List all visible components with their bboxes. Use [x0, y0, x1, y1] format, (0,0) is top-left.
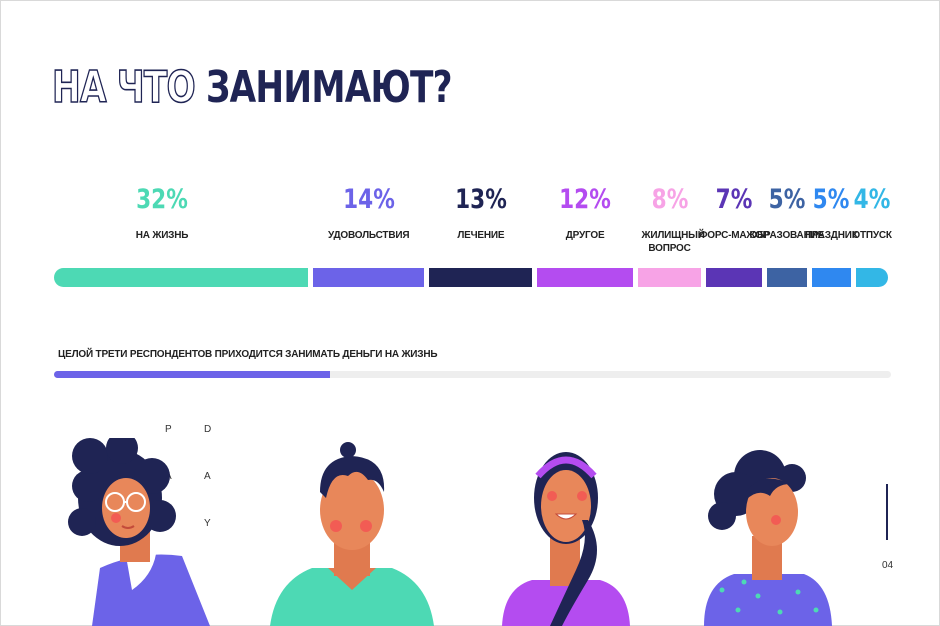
bar-segment: [637, 268, 702, 287]
category-label: ОТПУСК: [852, 230, 892, 241]
bar-segment: [766, 268, 807, 287]
category-label: ОБРАЗОВАНИЕ: [749, 230, 825, 241]
caption: ЦЕЛОЙ ТРЕТИ РЕСПОНДЕНТОВ ПРИХОДИТСЯ ЗАНИ…: [58, 349, 438, 360]
category-label: НА ЖИЗНЬ: [135, 230, 189, 241]
value-label: 32%: [136, 184, 188, 215]
person-illustration-man: [270, 442, 434, 626]
logo-letter: A: [204, 471, 211, 482]
value-label: 5%: [813, 184, 850, 215]
bar-segment: [811, 268, 852, 287]
bar-segment: [429, 268, 533, 287]
person-illustration-woman-curly: [704, 450, 832, 626]
category-label: ЖИЛИЩНЫЙ ВОПРОС: [641, 230, 705, 254]
caption-progress-fill: [54, 371, 331, 378]
value-label: 8%: [651, 184, 688, 215]
logo-letter: Y: [204, 518, 211, 529]
bar-segment: [706, 268, 762, 287]
person-illustration-woman-glasses: [68, 438, 210, 626]
page-title: НА ЧТО ЗАНИМАЮТ?: [51, 61, 452, 114]
value-label: 14%: [342, 184, 395, 215]
person-illustration-woman-headband: [502, 452, 630, 626]
page-number: 04: [882, 560, 894, 571]
category-label: УДОВОЛЬСТВИЯ: [327, 230, 410, 241]
value-label: 13%: [454, 184, 507, 215]
value-label: 5%: [768, 184, 806, 215]
page-indicator-bar: [886, 484, 888, 540]
value-label: 4%: [853, 184, 891, 215]
bar-segment: [537, 268, 633, 287]
title-bold: ЗАНИМАЮТ?: [206, 62, 452, 113]
caption-progress-track: [54, 371, 891, 378]
logo-letter: D: [204, 424, 212, 435]
title-light: НА ЧТО: [51, 61, 196, 114]
category-label: ПРАЗДНИК: [805, 230, 858, 241]
category-label: ЛЕЧЕНИЕ: [457, 230, 505, 241]
category-label: ДРУГОЕ: [565, 230, 605, 241]
bar-segment: [54, 268, 309, 287]
value-label: 12%: [559, 184, 611, 215]
category-label: ФОРС-МАЖОР: [698, 230, 770, 241]
logo-letter: P: [165, 424, 172, 435]
bar-segment: [313, 268, 425, 287]
bar-segment: [856, 268, 888, 287]
value-label: 7%: [715, 184, 753, 215]
